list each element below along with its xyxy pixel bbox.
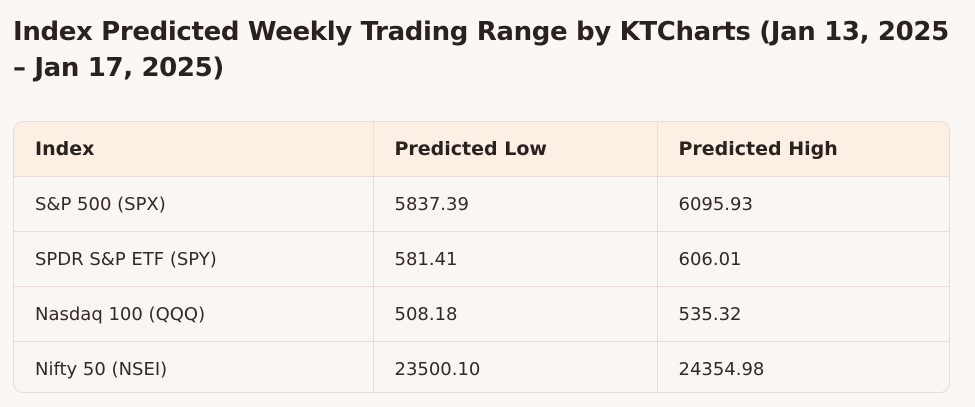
column-header-predicted-low: Predicted Low (373, 122, 658, 177)
table-header: Index Predicted Low Predicted High (14, 122, 949, 177)
predicted-low-cell: 23500.10 (373, 341, 658, 392)
table-header-row: Index Predicted Low Predicted High (14, 122, 949, 177)
predicted-low-cell: 581.41 (373, 231, 658, 287)
column-header-predicted-high: Predicted High (657, 122, 949, 177)
predicted-high-cell: 535.32 (657, 286, 949, 342)
table-body: S&P 500 (SPX) 5837.39 6095.93 SPDR S&P E… (14, 176, 949, 392)
index-name-cell: Nasdaq 100 (QQQ) (14, 286, 374, 342)
predicted-high-cell: 24354.98 (678, 358, 765, 380)
trading-range-table: Index Predicted Low Predicted High S&P 5… (14, 122, 949, 392)
predicted-high-cell: 6095.93 (657, 176, 949, 232)
table-row: Nasdaq 100 (QQQ) 508.18 535.32 (14, 286, 949, 342)
table-row: Nifty 50 (NSEI) 23500.10 24354.98 (14, 341, 949, 392)
page-title: Index Predicted Weekly Trading Range by … (13, 17, 949, 83)
predicted-high-cell: 606.01 (657, 231, 949, 287)
predicted-low-cell: 508.18 (373, 286, 658, 342)
index-name-cell: Nifty 50 (NSEI) (14, 341, 374, 392)
predicted-low-cell: 5837.39 (373, 176, 658, 232)
trading-range-table-card: Index Predicted Low Predicted High S&P 5… (13, 121, 950, 393)
index-name-cell: SPDR S&P ETF (SPY) (14, 231, 374, 287)
table-row: SPDR S&P ETF (SPY) 581.41 606.01 (14, 231, 949, 287)
index-name-cell: S&P 500 (SPX) (14, 176, 374, 232)
column-header-index: Index (14, 122, 374, 177)
table-row: S&P 500 (SPX) 5837.39 6095.93 (14, 176, 949, 232)
